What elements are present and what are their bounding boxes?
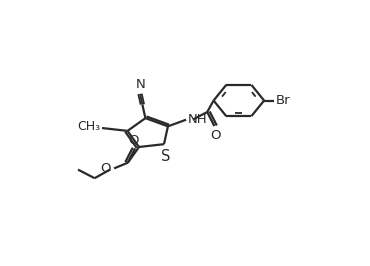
Text: NH: NH xyxy=(188,113,208,126)
Text: O: O xyxy=(100,162,111,175)
Text: CH₃: CH₃ xyxy=(77,120,101,134)
Text: S: S xyxy=(161,149,170,164)
Text: N: N xyxy=(136,78,146,91)
Text: O: O xyxy=(210,128,221,142)
Text: Br: Br xyxy=(276,94,290,107)
Text: O: O xyxy=(128,134,139,147)
